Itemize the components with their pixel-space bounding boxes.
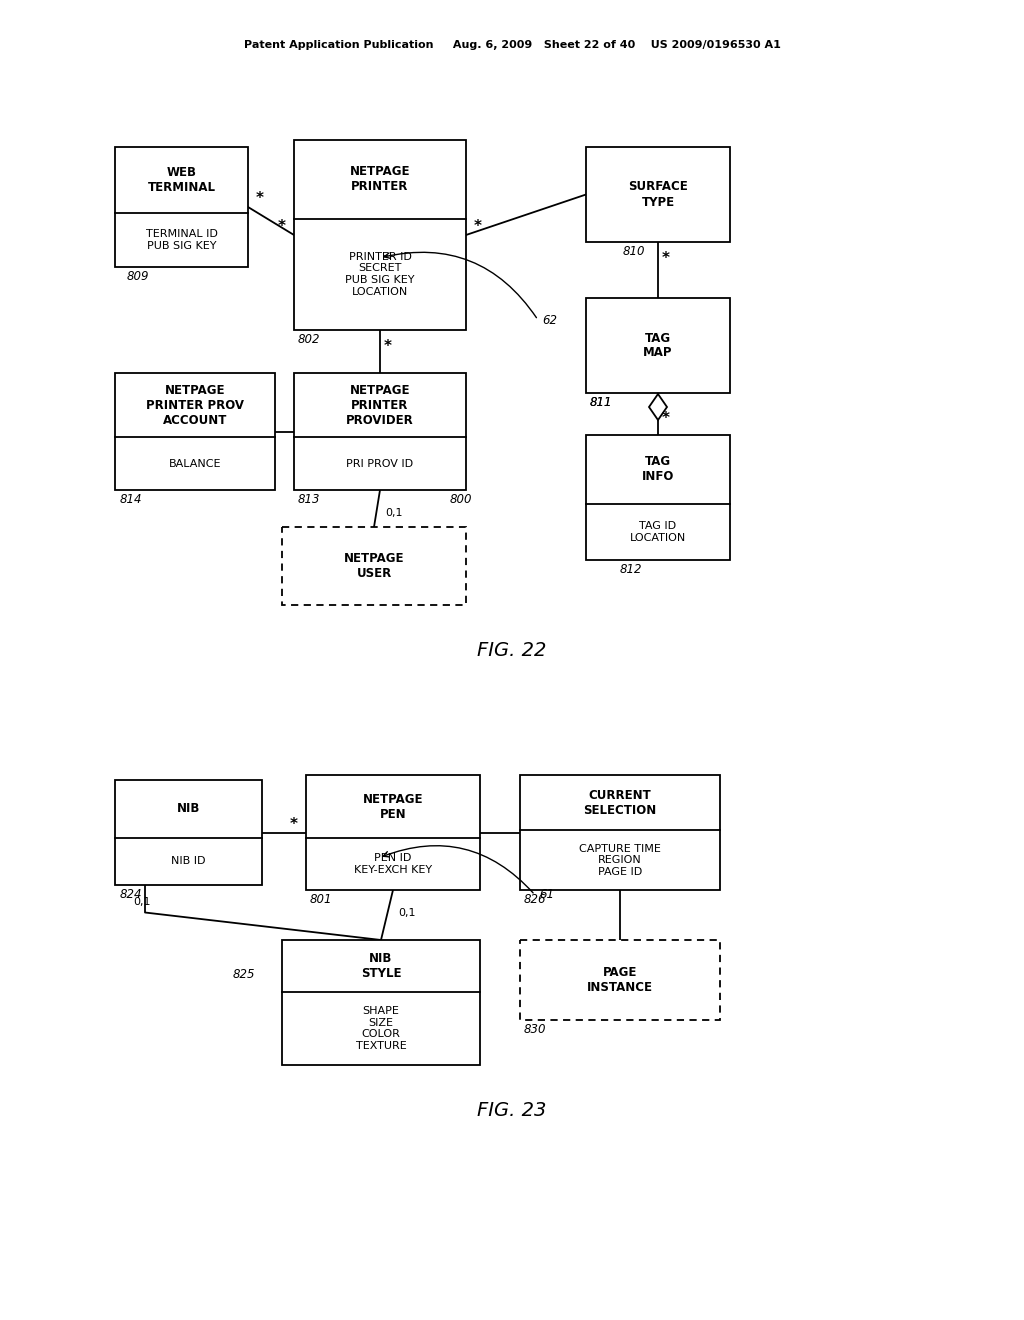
Text: NIB ID: NIB ID	[171, 857, 206, 866]
Bar	[282, 940, 480, 1065]
Text: FIG. 23: FIG. 23	[477, 1101, 547, 1119]
Text: NETPAGE
PRINTER PROV
ACCOUNT: NETPAGE PRINTER PROV ACCOUNT	[146, 384, 244, 426]
Text: 811: 811	[590, 396, 612, 409]
Bar	[294, 374, 466, 490]
Text: NETPAGE
PRINTER: NETPAGE PRINTER	[350, 165, 411, 193]
Text: FIG. 22: FIG. 22	[477, 640, 547, 660]
Text: NIB
STYLE: NIB STYLE	[360, 952, 401, 979]
Text: 62: 62	[542, 314, 557, 326]
Text: 811: 811	[590, 396, 612, 409]
Text: PRI PROV ID: PRI PROV ID	[346, 458, 414, 469]
Text: *: *	[662, 251, 670, 265]
Text: NIB: NIB	[177, 803, 200, 816]
Text: *: *	[662, 412, 670, 426]
Text: 810: 810	[623, 246, 645, 257]
Text: 825: 825	[233, 968, 256, 981]
Bar	[306, 775, 480, 890]
Text: PAGE
INSTANCE: PAGE INSTANCE	[587, 966, 653, 994]
Text: NETPAGE
PEN: NETPAGE PEN	[362, 792, 423, 821]
Text: 0,1: 0,1	[398, 908, 416, 917]
Text: 802: 802	[298, 333, 321, 346]
Polygon shape	[649, 393, 667, 420]
Text: 800: 800	[450, 492, 472, 506]
Text: PRINTER ID
SECRET
PUB SIG KEY
LOCATION: PRINTER ID SECRET PUB SIG KEY LOCATION	[345, 252, 415, 297]
Bar	[586, 436, 730, 560]
Text: *: *	[384, 338, 392, 354]
Text: 812: 812	[620, 564, 642, 576]
Text: *: *	[256, 191, 264, 206]
Text: 824: 824	[120, 888, 142, 902]
Text: 61: 61	[539, 888, 554, 902]
Text: TAG
MAP: TAG MAP	[643, 331, 673, 359]
Text: TAG
INFO: TAG INFO	[642, 455, 674, 483]
Text: 814: 814	[120, 492, 142, 506]
Text: 801: 801	[310, 894, 333, 906]
Bar	[586, 147, 730, 242]
Text: TERMINAL ID
PUB SIG KEY: TERMINAL ID PUB SIG KEY	[145, 230, 217, 251]
Bar	[115, 780, 262, 884]
Text: *: *	[278, 219, 286, 235]
Text: CURRENT
SELECTION: CURRENT SELECTION	[584, 788, 656, 817]
Text: NETPAGE
USER: NETPAGE USER	[344, 552, 404, 579]
Text: 826: 826	[524, 894, 547, 906]
Bar	[586, 298, 730, 393]
Text: 809: 809	[127, 271, 150, 282]
Text: TAG ID
LOCATION: TAG ID LOCATION	[630, 521, 686, 543]
Text: *: *	[290, 817, 298, 832]
Bar	[520, 775, 720, 890]
Text: PEN ID
KEY-EXCH KEY: PEN ID KEY-EXCH KEY	[354, 853, 432, 875]
Bar	[282, 527, 466, 605]
Text: WEB
TERMINAL: WEB TERMINAL	[147, 166, 215, 194]
Bar	[115, 147, 248, 267]
Bar	[294, 140, 466, 330]
Text: NETPAGE
PRINTER
PROVIDER: NETPAGE PRINTER PROVIDER	[346, 384, 414, 426]
Text: 0,1: 0,1	[133, 898, 151, 907]
Bar	[520, 940, 720, 1020]
Text: 813: 813	[298, 492, 321, 506]
Text: 830: 830	[524, 1023, 547, 1036]
Text: SURFACE
TYPE: SURFACE TYPE	[628, 181, 688, 209]
Text: CAPTURE TIME
REGION
PAGE ID: CAPTURE TIME REGION PAGE ID	[579, 843, 660, 876]
Text: Patent Application Publication     Aug. 6, 2009   Sheet 22 of 40    US 2009/0196: Patent Application Publication Aug. 6, 2…	[244, 40, 780, 50]
Text: BALANCE: BALANCE	[169, 458, 221, 469]
Bar	[115, 374, 275, 490]
Text: SHAPE
SIZE
COLOR
TEXTURE: SHAPE SIZE COLOR TEXTURE	[355, 1006, 407, 1051]
Text: *: *	[474, 219, 482, 235]
Text: 0,1: 0,1	[385, 508, 402, 517]
